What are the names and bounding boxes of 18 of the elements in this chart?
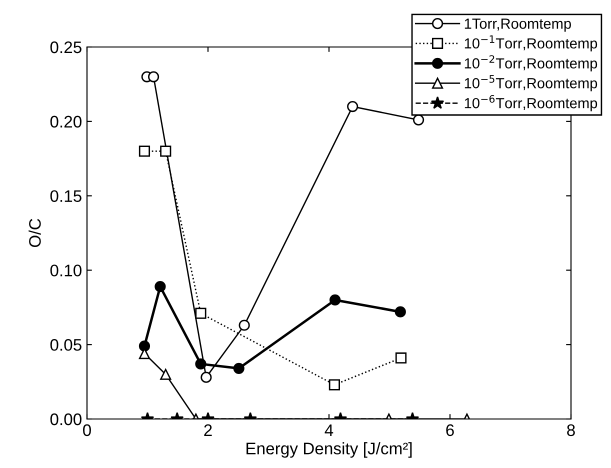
y-tick-label: 0.10 — [50, 264, 82, 276]
x-tick-label: 0 — [83, 424, 91, 436]
legend-label: 10$^{−2}$Torr,Roomtemp — [464, 55, 598, 72]
y-tick-label: 0.20 — [50, 116, 82, 128]
legend-label: 10$^{−5}$Torr,Roomtemp — [464, 75, 598, 92]
y-tick-label: 0.15 — [50, 190, 82, 202]
legend-label: 10$^{−1}$Torr,Roomtemp — [464, 35, 598, 52]
y-tick-label: 0.00 — [50, 413, 82, 426]
y-axis-title: O/C — [28, 218, 41, 248]
y-tick-label: 0.05 — [50, 339, 82, 351]
x-axis-title: Energy Density [J/cm²] — [246, 442, 412, 458]
x-tick-label: 2 — [204, 424, 212, 436]
x-tick-label: 6 — [446, 424, 454, 436]
y-tick-label: 0.25 — [50, 41, 82, 54]
legend-label: 1Torr,Roomtemp — [464, 18, 571, 32]
legend-label: 10$^{−6}$Torr,Roomtemp — [464, 95, 598, 112]
x-tick-label: 8 — [567, 424, 575, 436]
x-tick-label: 4 — [324, 424, 334, 436]
